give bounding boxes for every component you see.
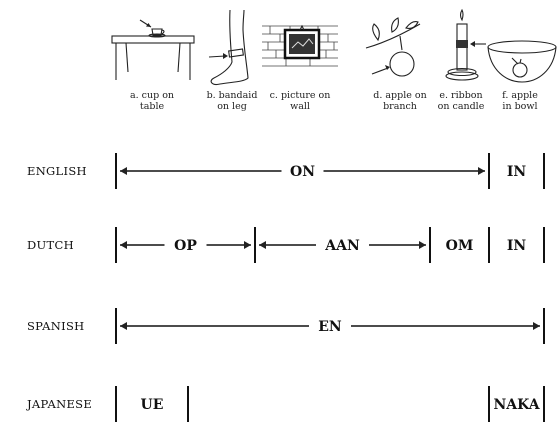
- arrowhead: [120, 241, 127, 249]
- caption-line2: branch: [383, 101, 417, 112]
- row-english: ON IN: [115, 153, 545, 189]
- apple-on-branch-icon: [365, 17, 421, 77]
- caption-line1: d. apple on: [373, 90, 426, 101]
- term-span-om: OM: [429, 227, 490, 263]
- language-label-spanish: SPANISH: [27, 319, 84, 333]
- arrowhead: [478, 167, 485, 175]
- caption-line1: e. ribbon: [439, 90, 482, 101]
- arrowhead: [244, 241, 251, 249]
- apple-in-bowl-icon: [487, 40, 557, 83]
- row-japanese: UE NAKA: [115, 386, 545, 422]
- term-rows: ON IN OP AAN OM IN EN UE NAKA: [115, 153, 545, 422]
- term-span-in: IN: [488, 153, 545, 189]
- language-label-dutch: DUTCH: [27, 238, 74, 252]
- row-dutch: OP AAN OM IN: [115, 227, 545, 263]
- term-span-ue: UE: [115, 386, 189, 422]
- term-span-en: EN: [115, 308, 545, 344]
- caption-line1: c. picture on: [270, 90, 331, 101]
- term-label: IN: [507, 164, 527, 180]
- arrowhead: [120, 167, 127, 175]
- term-label: IN: [507, 238, 527, 254]
- caption-line2: on candle: [438, 101, 485, 112]
- term-label: OM: [446, 238, 474, 254]
- term-label: NAKA: [493, 397, 540, 413]
- term-label: AAN: [324, 238, 360, 254]
- term-span-on: ON: [115, 153, 490, 189]
- arrowhead: [120, 322, 127, 330]
- caption-line2: in bowl: [502, 101, 537, 112]
- caption-line1: f. apple: [502, 90, 538, 101]
- caption-line2: wall: [290, 101, 310, 112]
- caption-line2: table: [140, 101, 165, 112]
- term-span-naka: NAKA: [488, 386, 545, 422]
- caption-line2: on leg: [217, 101, 247, 112]
- term-span-in: IN: [488, 227, 545, 263]
- arrowhead: [533, 322, 540, 330]
- term-label: EN: [318, 319, 342, 335]
- term-span-aan: AAN: [254, 227, 431, 263]
- bandaid-on-leg-icon: [208, 9, 249, 85]
- arrowhead: [259, 241, 266, 249]
- term-label: UE: [141, 397, 164, 413]
- term-span-op: OP: [115, 227, 256, 263]
- caption-line1: a. cup on: [130, 90, 174, 101]
- cup-on-table-icon: [111, 19, 195, 80]
- term-label: ON: [290, 164, 315, 180]
- language-label-english: ENGLISH: [27, 164, 87, 178]
- language-labels: ENGLISH DUTCH SPANISH JAPANESE: [26, 164, 92, 411]
- ribbon-on-candle-icon: [445, 8, 486, 81]
- arrowhead: [419, 241, 426, 249]
- language-label-japanese: JAPANESE: [26, 397, 92, 411]
- picture-on-wall-icon: [262, 24, 338, 67]
- row-spanish: EN: [115, 308, 545, 344]
- caption-line1: b. bandaid: [207, 90, 258, 101]
- term-label: OP: [174, 238, 197, 254]
